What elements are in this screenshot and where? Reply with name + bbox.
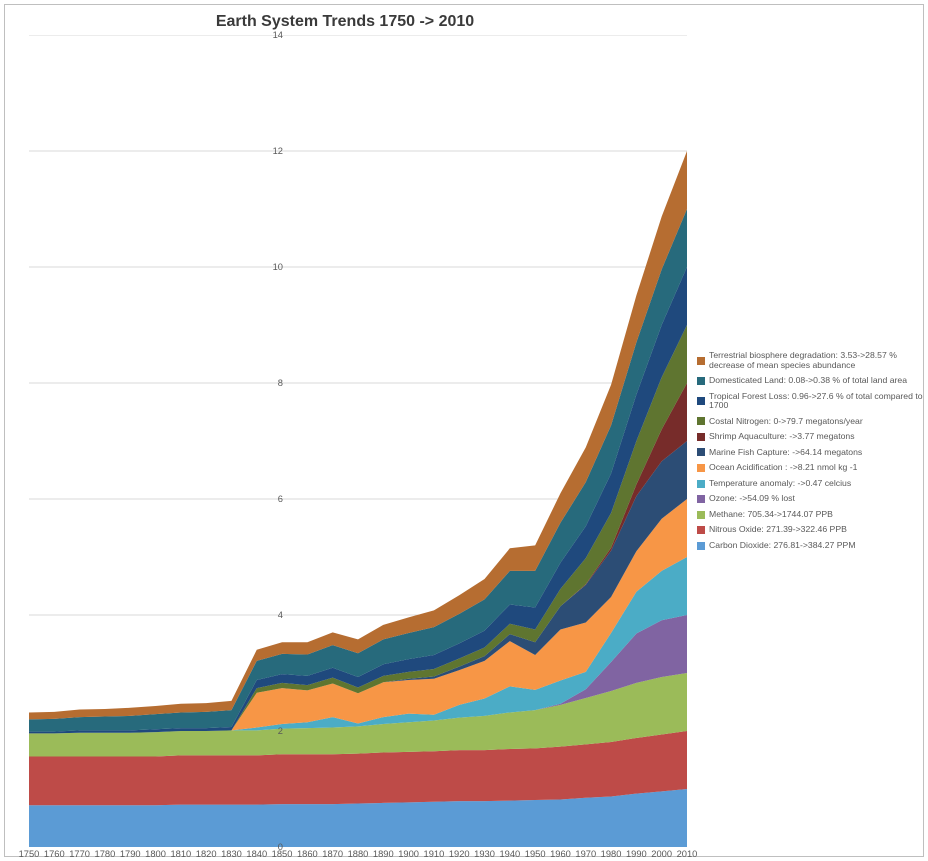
x-tick-label: 1820: [194, 849, 218, 859]
x-tick-label: 1900: [397, 849, 421, 859]
legend-swatch: [697, 417, 705, 425]
x-tick-label: 1910: [422, 849, 446, 859]
x-tick-label: 1960: [548, 849, 572, 859]
legend-item-carbon_dioxide: Carbon Dioxide: 276.81->384.27 PPM: [697, 541, 927, 551]
chart-title: Earth System Trends 1750 -> 2010: [5, 13, 685, 31]
legend-label: Ocean Acidification : ->8.21 nmol kg -1: [709, 463, 857, 473]
y-tick-label: 2: [263, 726, 283, 736]
y-tick-label: 14: [263, 30, 283, 40]
x-tick-label: 1760: [42, 849, 66, 859]
legend-swatch: [697, 397, 705, 405]
x-tick-label: 1800: [144, 849, 168, 859]
legend-label: Carbon Dioxide: 276.81->384.27 PPM: [709, 541, 856, 551]
legend-item-methane: Methane: 705.34->1744.07 PPB: [697, 510, 927, 520]
legend-swatch: [697, 377, 705, 385]
legend-swatch: [697, 526, 705, 534]
y-tick-label: 12: [263, 146, 283, 156]
x-tick-label: 1870: [321, 849, 345, 859]
legend-swatch: [697, 357, 705, 365]
chart-frame: Earth System Trends 1750 -> 2010 Terrest…: [4, 4, 924, 857]
y-tick-label: 6: [263, 494, 283, 504]
legend-swatch: [697, 511, 705, 519]
legend-label: Tropical Forest Loss: 0.96->27.6 % of to…: [709, 392, 927, 411]
legend-swatch: [697, 433, 705, 441]
x-tick-label: 1940: [498, 849, 522, 859]
legend-label: Methane: 705.34->1744.07 PPB: [709, 510, 833, 520]
legend-item-ocean_acid: Ocean Acidification : ->8.21 nmol kg -1: [697, 463, 927, 473]
x-tick-label: 1830: [219, 849, 243, 859]
x-tick-label: 1920: [447, 849, 471, 859]
legend-item-shrimp: Shrimp Aquaculture: ->3.77 megatons: [697, 432, 927, 442]
plot-area: [29, 35, 687, 847]
legend-item-coastal_n: Costal Nitrogen: 0->79.7 megatons/year: [697, 417, 927, 427]
legend-label: Costal Nitrogen: 0->79.7 megatons/year: [709, 417, 863, 427]
legend-label: Ozone: ->54.09 % lost: [709, 494, 795, 504]
legend-item-tropical_forest: Tropical Forest Loss: 0.96->27.6 % of to…: [697, 392, 927, 411]
legend: Terrestrial biosphere degradation: 3.53-…: [697, 351, 927, 556]
legend-label: Temperature anomaly: ->0.47 celcius: [709, 479, 851, 489]
legend-item-temperature: Temperature anomaly: ->0.47 celcius: [697, 479, 927, 489]
x-tick-label: 1880: [346, 849, 370, 859]
x-tick-label: 1950: [523, 849, 547, 859]
legend-label: Nitrous Oxide: 271.39->322.46 PPB: [709, 525, 847, 535]
x-tick-label: 1750: [17, 849, 41, 859]
x-tick-label: 1850: [270, 849, 294, 859]
x-tick-label: 1790: [118, 849, 142, 859]
x-tick-label: 1860: [295, 849, 319, 859]
x-tick-label: 1930: [473, 849, 497, 859]
legend-swatch: [697, 480, 705, 488]
legend-label: Terrestrial biosphere degradation: 3.53-…: [709, 351, 927, 370]
x-tick-label: 1840: [245, 849, 269, 859]
legend-item-marine_fish: Marine Fish Capture: ->64.14 megatons: [697, 448, 927, 458]
y-tick-label: 4: [263, 610, 283, 620]
x-tick-label: 2000: [650, 849, 674, 859]
x-tick-label: 1810: [169, 849, 193, 859]
legend-label: Marine Fish Capture: ->64.14 megatons: [709, 448, 862, 458]
x-tick-label: 1780: [93, 849, 117, 859]
legend-label: Shrimp Aquaculture: ->3.77 megatons: [709, 432, 855, 442]
legend-label: Domesticated Land: 0.08->0.38 % of total…: [709, 376, 907, 386]
x-tick-label: 1980: [599, 849, 623, 859]
x-tick-label: 1970: [574, 849, 598, 859]
x-tick-label: 1990: [624, 849, 648, 859]
stacked-area-svg: [29, 35, 687, 847]
legend-item-domesticated_land: Domesticated Land: 0.08->0.38 % of total…: [697, 376, 927, 386]
legend-swatch: [697, 464, 705, 472]
x-tick-label: 1770: [68, 849, 92, 859]
legend-item-biosphere_deg: Terrestrial biosphere degradation: 3.53-…: [697, 351, 927, 370]
legend-item-nitrous_oxide: Nitrous Oxide: 271.39->322.46 PPB: [697, 525, 927, 535]
y-tick-label: 10: [263, 262, 283, 272]
y-tick-label: 8: [263, 378, 283, 388]
x-tick-label: 1890: [371, 849, 395, 859]
x-tick-label: 2010: [675, 849, 699, 859]
legend-item-ozone: Ozone: ->54.09 % lost: [697, 494, 927, 504]
legend-swatch: [697, 448, 705, 456]
legend-swatch: [697, 495, 705, 503]
legend-swatch: [697, 542, 705, 550]
